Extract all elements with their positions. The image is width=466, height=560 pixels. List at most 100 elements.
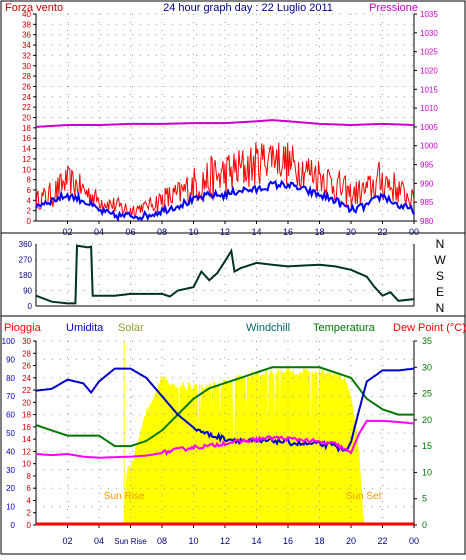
- wind-y-tick-label: 22: [22, 103, 31, 112]
- compass-label: W: [434, 253, 446, 267]
- direction-y-tick-label: 90: [23, 287, 32, 296]
- weather-x-tick-label: 20: [346, 536, 356, 546]
- wind-y-tick-label: 10: [22, 165, 31, 174]
- wind-x-tick-label: 14: [251, 227, 261, 237]
- humidity-y-tick-label: 90: [6, 355, 15, 364]
- rain-label: Pioggia: [4, 322, 42, 334]
- wind-axis-title: Forza vento: [5, 2, 63, 14]
- rain-y-tick-label: 8: [27, 472, 32, 481]
- weather-x-tick-label: 22: [377, 536, 387, 546]
- compass-label: E: [436, 285, 444, 299]
- pressure-y-tick-label: 995: [420, 161, 434, 170]
- humidity-y-axis-ticks: 0 10 20 30 40 50 60 70 80 90 100: [2, 337, 16, 530]
- wind-y-tick-label: 26: [22, 82, 31, 91]
- pressure-y-tick-label: 985: [420, 198, 434, 207]
- chart-title: 24 hour graph day : 22 Luglio 2011: [163, 2, 333, 14]
- wind-x-tick-label: 02: [62, 227, 72, 237]
- humidity-y-tick-label: 30: [6, 466, 15, 475]
- pressure-y-axis-ticks: 980 985 990 995 1000 1005 1010 1015 1020 1025 1030…: [414, 10, 438, 226]
- wind-x-tick-label: 22: [377, 227, 387, 237]
- wind-y-tick-label: 24: [22, 93, 31, 102]
- average-wind-line: [35, 179, 415, 223]
- wind-y-tick-label: 0: [27, 217, 32, 226]
- rain-y-tick-label: 14: [22, 435, 31, 444]
- rain-y-tick-label: 4: [27, 496, 32, 505]
- solar-label: Solar: [118, 322, 144, 334]
- rain-y-tick-label: 18: [22, 411, 31, 420]
- wind-y-tick-label: 2: [27, 207, 32, 216]
- wind-speed-line: [35, 142, 415, 218]
- weather-x-tick-label: 04: [94, 536, 104, 546]
- wind-x-tick-label: 04: [94, 227, 104, 237]
- wind-y-tick-label: 12: [22, 155, 31, 164]
- temperature-y-tick-label: 35: [422, 336, 432, 346]
- rain-y-tick-label: 0: [27, 521, 32, 530]
- windchill-label: Windchill: [246, 322, 290, 334]
- humidity-y-tick-label: 100: [2, 337, 16, 346]
- wind-y-tick-label: 14: [22, 145, 31, 154]
- temperature-y-tick-label: 0: [422, 520, 427, 530]
- weather-panel-border: [0, 315, 466, 555]
- weather-x-tick-label: 02: [62, 536, 72, 546]
- pressure-y-tick-label: 1025: [420, 48, 438, 57]
- pressure-y-tick-label: 1005: [420, 123, 438, 132]
- weather-x-tick-label: Sun Rise: [114, 537, 147, 546]
- wind-y-tick-label: 18: [22, 124, 31, 133]
- pressure-y-tick-label: 1020: [420, 66, 438, 75]
- direction-y-tick-label: 360: [19, 240, 33, 249]
- temperature-y-tick-label: 5: [422, 494, 427, 504]
- dewpoint-label: Dew Point (°C): [393, 322, 466, 334]
- wind-x-tick-label: 16: [283, 227, 293, 237]
- pressure-y-tick-label: 1010: [420, 104, 438, 113]
- humidity-y-tick-label: 60: [6, 411, 15, 420]
- wind-y-tick-label: 38: [22, 20, 31, 29]
- humidity-y-tick-label: 50: [6, 429, 15, 438]
- wind-y-tick-label: 30: [22, 62, 31, 71]
- temperature-y-tick-label: 15: [422, 441, 432, 451]
- dew-point-line: [35, 419, 415, 459]
- humidity-y-tick-label: 80: [6, 374, 15, 383]
- weather-x-tick-label: 00: [409, 536, 419, 546]
- rain-y-tick-label: 24: [22, 374, 31, 383]
- wind-x-tick-label: 00: [409, 227, 419, 237]
- wind-y-tick-label: 28: [22, 72, 31, 81]
- wind-y-tick-label: 16: [22, 134, 31, 143]
- rain-y-tick-label: 26: [22, 362, 31, 371]
- pressure-y-tick-label: 1000: [420, 142, 438, 151]
- wind-y-tick-label: 20: [22, 114, 31, 123]
- pressure-y-tick-label: 1035: [420, 10, 438, 19]
- pressure-line: [35, 119, 415, 128]
- rain-y-tick-label: 16: [22, 423, 31, 432]
- wind-series: [35, 119, 415, 223]
- wind-y-tick-label: 8: [27, 176, 32, 185]
- sun-rise-label: Sun Rise: [104, 491, 145, 502]
- humidity-y-tick-label: 70: [6, 392, 15, 401]
- wind-x-tick-label: 12: [220, 227, 230, 237]
- wind-y-tick-label: 36: [22, 31, 31, 40]
- rain-y-tick-label: 22: [22, 386, 31, 395]
- weather-x-axis-ticks: 02 04 Sun Rise 08 10 12 14 16 18 20 22 00: [62, 525, 419, 546]
- humidity-y-tick-label: 10: [6, 503, 15, 512]
- weather-series: [35, 366, 415, 526]
- wind-x-tick-label: 06: [125, 227, 135, 237]
- temperature-y-axis-ticks: 0 5 10 15 20 25 30 35: [414, 336, 432, 530]
- wind-x-tick-label: 20: [346, 227, 356, 237]
- weather-x-tick-label: 12: [220, 536, 230, 546]
- weather-x-tick-label: 08: [157, 536, 167, 546]
- pressure-y-tick-label: 1015: [420, 85, 438, 94]
- rain-y-tick-label: 10: [22, 460, 31, 469]
- temperature-y-tick-label: 25: [422, 389, 432, 399]
- weather-x-tick-label: 14: [251, 536, 261, 546]
- rain-y-tick-label: 28: [22, 349, 31, 358]
- direction-y-axis-ticks: 0 90 180 270 360: [19, 240, 33, 311]
- solar-area: [123, 341, 365, 526]
- wind-y-tick-label: 32: [22, 51, 31, 60]
- rain-y-tick-label: 2: [27, 509, 32, 518]
- wind-grid: [35, 13, 415, 222]
- pressure-y-tick-label: 990: [420, 179, 434, 188]
- direction-grid: [35, 243, 415, 307]
- humidity-y-tick-label: 20: [6, 484, 15, 493]
